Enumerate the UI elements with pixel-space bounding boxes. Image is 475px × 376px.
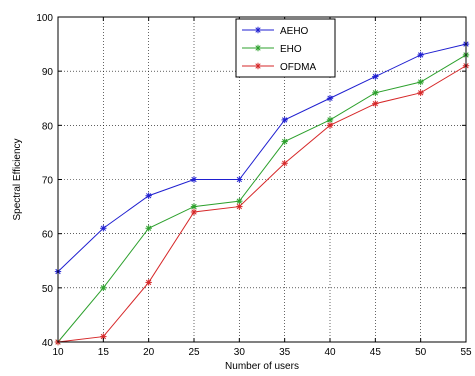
data-point-eho (236, 197, 243, 205)
x-axis-label: Number of users (225, 361, 299, 372)
data-point-eho (281, 138, 288, 145)
data-point-ofdma (190, 208, 198, 216)
x-tick-label: 45 (370, 347, 382, 358)
data-point-ofdma (145, 279, 152, 286)
data-point-eho (326, 116, 334, 124)
data-point-eho (417, 78, 424, 86)
x-tick-label: 55 (460, 347, 472, 358)
data-point-aeho (326, 95, 334, 102)
x-tick-label: 35 (279, 347, 291, 358)
data-point-eho (145, 225, 152, 232)
data-point-ofdma (372, 100, 379, 107)
y-tick-label: 70 (42, 176, 54, 187)
legend-item-aeho: AEHO (242, 26, 309, 37)
data-point-aeho (190, 176, 198, 183)
legend-item-ofdma: OFDMA (242, 62, 316, 73)
data-point-ofdma (326, 122, 334, 129)
legend-label-ofdma: OFDMA (280, 62, 316, 73)
x-tick-label: 15 (98, 347, 110, 358)
y-axis-label: Spectral Efficiency (12, 138, 23, 220)
data-point-eho (100, 284, 107, 292)
legend-marker-aeho (254, 26, 262, 34)
x-tick-label: 20 (143, 347, 155, 358)
data-point-aeho (372, 73, 379, 80)
x-tick-label: 30 (234, 347, 246, 358)
data-point-aeho (145, 192, 152, 199)
series-line-eho (57, 54, 467, 343)
data-point-ofdma (236, 203, 243, 210)
legend-label-eho: EHO (280, 44, 302, 55)
legend-marker-eho (254, 44, 262, 52)
x-tick-label: 10 (52, 347, 64, 358)
tick-labels: 10 15 20 25 30 35 40 45 50 55 40 50 60 70 80 90 100 (36, 13, 472, 358)
data-point-ofdma (281, 160, 288, 167)
x-tick-label: 40 (324, 347, 336, 358)
x-tick-label: 50 (415, 347, 427, 358)
data-point-aeho (100, 225, 107, 232)
data-point-aeho (236, 176, 243, 183)
data-point-eho (372, 89, 379, 97)
y-tick-label: 100 (36, 13, 53, 24)
y-tick-label: 50 (42, 284, 54, 295)
y-tick-label: 60 (42, 230, 54, 241)
series-line-ofdma (57, 65, 467, 343)
legend-label-aeho: AEHO (280, 26, 309, 37)
data-point-ofdma (417, 89, 424, 97)
legend: AEHO EHO OFDMA (235, 18, 336, 78)
data-point-aeho (417, 51, 424, 59)
data-point-eho (190, 203, 198, 210)
series-aeho (54, 40, 470, 275)
legend-item-eho: EHO (242, 44, 302, 55)
data-point-aeho (281, 116, 288, 124)
x-tick-label: 25 (188, 347, 200, 358)
series-layer (54, 40, 470, 346)
y-tick-label: 80 (42, 121, 54, 132)
y-tick-label: 90 (42, 67, 54, 78)
series-line-aeho (57, 43, 467, 272)
y-tick-label: 40 (42, 338, 54, 349)
legend-marker-ofdma (254, 62, 262, 70)
